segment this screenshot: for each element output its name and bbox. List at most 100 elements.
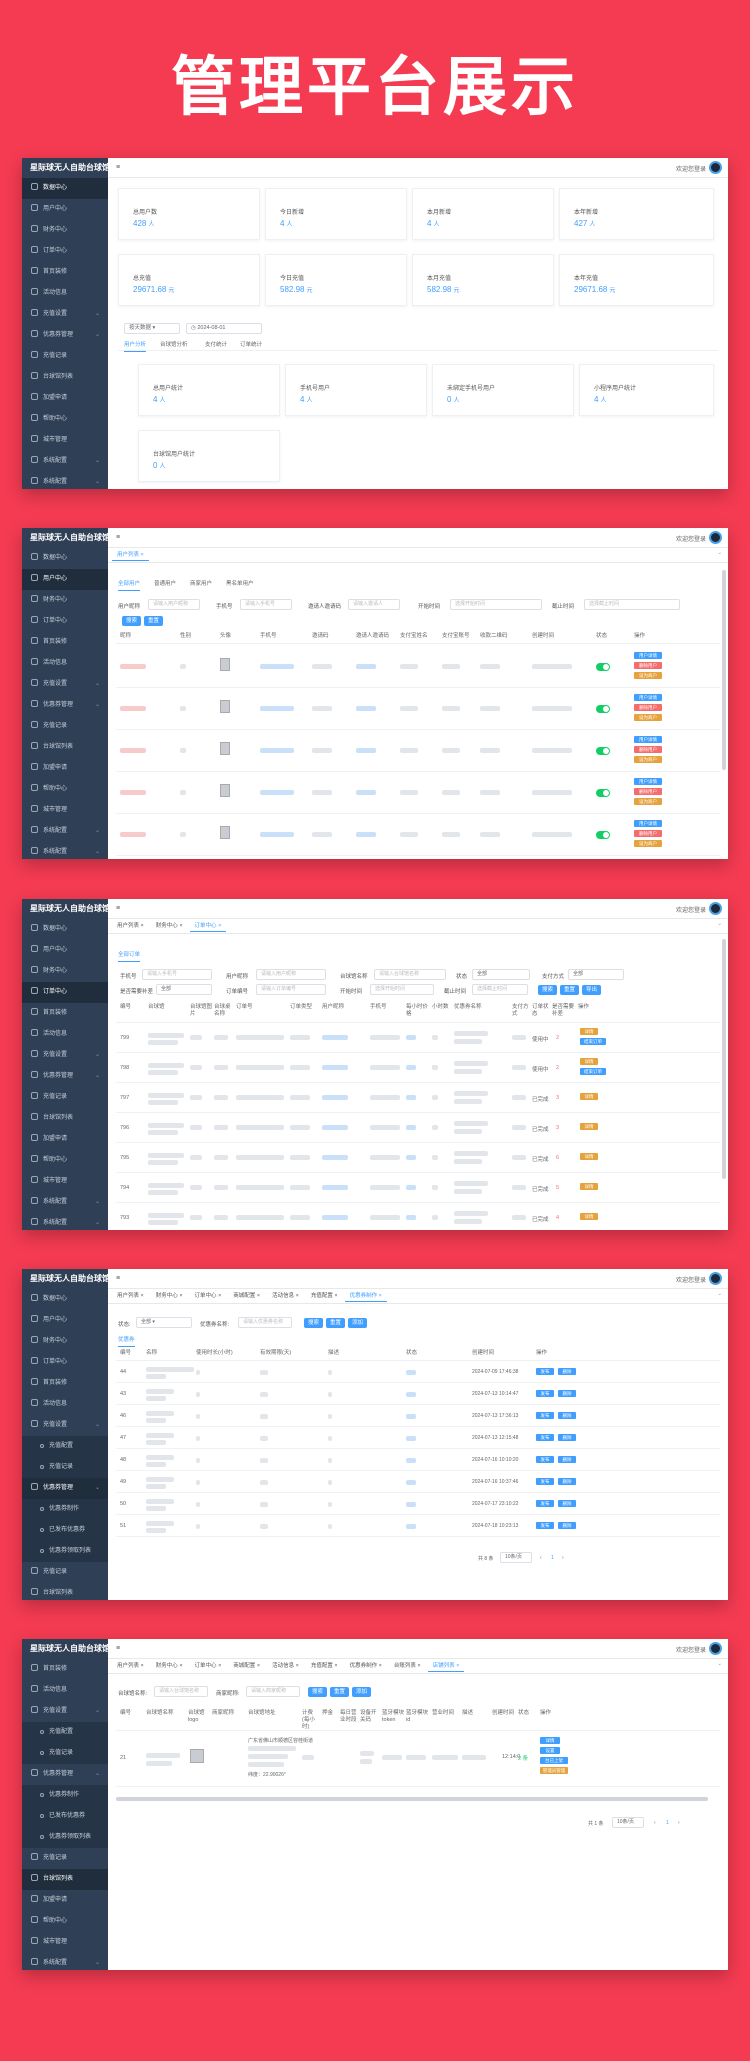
sidebar-item[interactable]: 系统配置 ⌄	[22, 1192, 108, 1213]
pager-size-select[interactable]: 10条/页	[612, 1817, 644, 1828]
detail-button[interactable]: 详情	[580, 1153, 598, 1160]
sidebar-item[interactable]: 数据中心	[22, 178, 108, 199]
sidebar-item[interactable]: 财务中心	[22, 961, 108, 982]
avatar[interactable]	[709, 1642, 722, 1655]
sidebar-item[interactable]: 充值记录	[22, 1743, 108, 1764]
status-toggle[interactable]	[596, 663, 610, 671]
inviter-code-input[interactable]: 请输入邀请人	[348, 599, 400, 610]
publish-button[interactable]: 发布	[536, 1500, 554, 1507]
tab-close-icon[interactable]: ×	[256, 1663, 261, 1669]
tab-item[interactable]: 用户列表 ×	[112, 1661, 149, 1672]
pager-next-icon[interactable]: ›	[562, 1555, 564, 1561]
publish-button[interactable]: 发布	[536, 1434, 554, 1441]
end-order-button[interactable]: 结束订单	[580, 1068, 606, 1075]
sidebar-item[interactable]: 优惠券管理 ⌄	[22, 1764, 108, 1785]
settings-button[interactable]: 设置	[540, 1747, 560, 1754]
subtab-blacklist-users[interactable]: 黑名单用户	[226, 581, 254, 587]
detail-button[interactable]: 详情	[580, 1093, 598, 1100]
sidebar-item[interactable]: 系统配置 ⌄	[22, 451, 108, 472]
sidebar-item[interactable]: 用户中心	[22, 940, 108, 961]
sidebar-item[interactable]: 优惠券管理 ⌄	[22, 325, 108, 346]
chevron-down-icon[interactable]: ⌄	[717, 921, 722, 927]
status-select[interactable]: 全部 ▾	[136, 1317, 192, 1328]
sidebar-item[interactable]: 加盟申请	[22, 758, 108, 779]
tab-item[interactable]: 财务中心 ×	[151, 1291, 188, 1302]
reset-button[interactable]: 重置	[326, 1318, 346, 1328]
action-button[interactable]: 用户详情	[634, 736, 662, 743]
sidebar-item[interactable]: 首页装修	[22, 1659, 108, 1680]
sidebar-item[interactable]: 首页装修	[22, 1003, 108, 1024]
tab-close-icon[interactable]: ×	[417, 1663, 421, 1669]
sidebar-item[interactable]: 系统配置 ⌄	[22, 1213, 108, 1230]
merchant-nickname-input[interactable]: 请输入商家昵称	[246, 1686, 300, 1697]
avatar[interactable]	[709, 531, 722, 544]
scrollbar[interactable]	[722, 570, 726, 770]
hall-name-input[interactable]: 请输入台球馆名称	[374, 969, 446, 980]
sidebar-item[interactable]: 用户中心	[22, 569, 108, 590]
date-picker[interactable]: ◷ 2024-08-01	[186, 323, 262, 334]
sidebar-item[interactable]: 充值记录	[22, 1457, 108, 1478]
sidebar-item[interactable]: 数据中心	[22, 548, 108, 569]
tab-close-icon[interactable]: ×	[218, 1663, 222, 1669]
sidebar-item[interactable]: 充值记录	[22, 1848, 108, 1869]
tab-close-icon[interactable]: ×	[295, 1663, 299, 1669]
sidebar-item[interactable]: 活动信息	[22, 1024, 108, 1045]
scrollbar[interactable]	[722, 939, 726, 1179]
tab-close-icon[interactable]: ×	[179, 1663, 183, 1669]
sidebar-item[interactable]: 城市管理	[22, 1171, 108, 1192]
subtab-merchant-users[interactable]: 商家用户	[190, 581, 213, 587]
action-button[interactable]: 用户详情	[634, 778, 662, 785]
tab-item[interactable]: 订单中心 ×	[190, 1661, 227, 1672]
menu-toggle-icon[interactable]: ≡	[116, 1645, 121, 1652]
sidebar-item[interactable]: 加盟申请	[22, 388, 108, 409]
avatar[interactable]	[709, 161, 722, 174]
search-button[interactable]: 搜索	[538, 985, 558, 995]
pager-prev-icon[interactable]: ‹	[654, 1820, 656, 1826]
tab-close-icon[interactable]: ×	[218, 1293, 222, 1299]
sidebar-item[interactable]: 优惠券管理 ⌄	[22, 1478, 108, 1499]
start-time-input[interactable]: 选择开始时间	[450, 599, 542, 610]
start-time-input[interactable]: 选择开始时间	[370, 984, 434, 995]
status-toggle[interactable]	[596, 831, 610, 839]
subtab-all-users[interactable]: 全部用户	[118, 579, 141, 591]
sidebar-item[interactable]: 财务中心	[22, 220, 108, 241]
tab-item[interactable]: 店铺列表 ×	[427, 1661, 465, 1672]
action-button[interactable]: 删除用户	[634, 788, 662, 795]
detail-button[interactable]: 详情	[580, 1123, 598, 1130]
pager-prev-icon[interactable]: ‹	[540, 1555, 542, 1561]
delete-button[interactable]: 删除	[558, 1434, 576, 1441]
phone-input[interactable]: 请输入手机号	[142, 969, 212, 980]
sidebar-item[interactable]: 城市管理	[22, 800, 108, 821]
action-button[interactable]: 用户详情	[634, 652, 662, 659]
add-button[interactable]: 添加	[352, 1687, 372, 1697]
action-button[interactable]: 删除用户	[634, 704, 662, 711]
delete-button[interactable]: 删除	[558, 1522, 576, 1529]
status-toggle[interactable]	[596, 705, 610, 713]
sidebar-item[interactable]: 优惠券制作	[22, 1785, 108, 1806]
hall-name-input[interactable]: 请输入台球馆名称	[154, 1686, 208, 1697]
sidebar-item[interactable]: 台球馆列表	[22, 1108, 108, 1129]
tab-close-icon[interactable]: ×	[295, 1293, 299, 1299]
tab-close-icon[interactable]: ×	[334, 1663, 338, 1669]
sidebar-item[interactable]: 帮助中心	[22, 1911, 108, 1932]
tab-close-icon[interactable]: ×	[140, 923, 144, 929]
delete-button[interactable]: 删除	[558, 1412, 576, 1419]
avatar[interactable]	[709, 1272, 722, 1285]
action-button[interactable]: 设为商户	[634, 756, 662, 763]
sidebar-item[interactable]: 优惠券领取列表	[22, 1541, 108, 1562]
sidebar-item[interactable]: 优惠券管理 ⌄	[22, 695, 108, 716]
detail-button[interactable]: 详情	[580, 1183, 598, 1190]
sidebar-item[interactable]: 首页装修	[22, 632, 108, 653]
sidebar-item[interactable]: 帮助中心	[22, 1150, 108, 1171]
tab-close-icon[interactable]: ×	[140, 1663, 144, 1669]
action-button[interactable]: 设为商户	[634, 714, 662, 721]
sidebar-item[interactable]: 台球馆列表	[22, 737, 108, 758]
tab-item[interactable]: 用户列表 ×	[112, 921, 149, 932]
sidebar-item[interactable]: 台球馆列表	[22, 367, 108, 388]
sidebar-item[interactable]: 加盟申请	[22, 1129, 108, 1150]
sidebar-item[interactable]: 订单中心	[22, 982, 108, 1003]
sidebar-item[interactable]: 首页装修	[22, 262, 108, 283]
end-time-input[interactable]: 选择截止时间	[584, 599, 680, 610]
sidebar-item[interactable]: 充值设置 ⌄	[22, 304, 108, 325]
menu-toggle-icon[interactable]: ≡	[116, 164, 121, 171]
